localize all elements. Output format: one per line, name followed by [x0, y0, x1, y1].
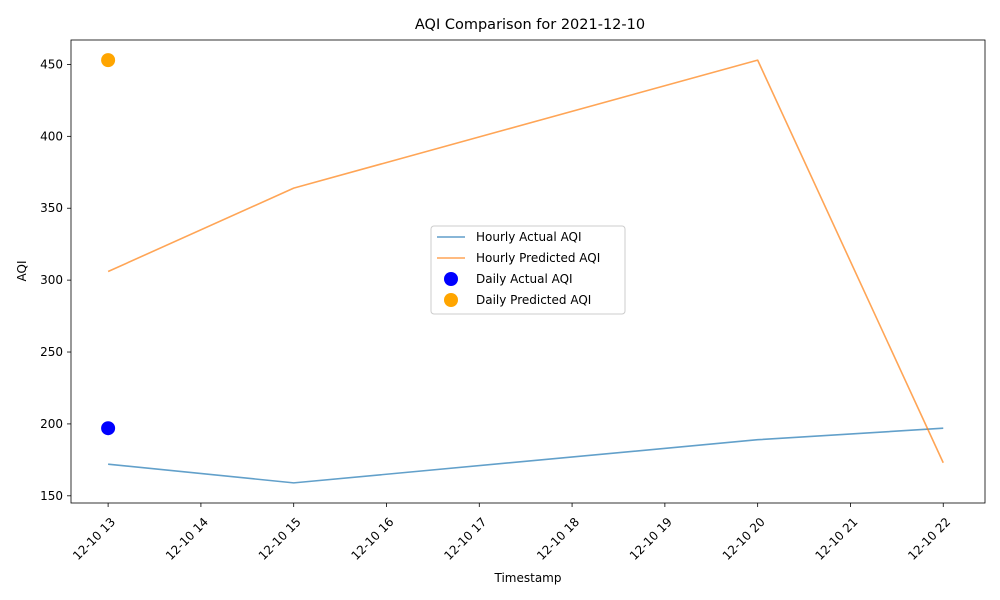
- point-daily-actual-aqi: [101, 421, 116, 436]
- y-tick-label: 350: [40, 201, 63, 215]
- chart-title: AQI Comparison for 2021-12-10: [415, 17, 645, 33]
- series-line-hourly-actual-aqi: [108, 427, 944, 484]
- y-tick-label: 250: [40, 345, 63, 359]
- point-daily-predicted-aqi: [101, 53, 116, 68]
- legend-label-hourly-predicted: Hourly Predicted AQI: [476, 251, 600, 265]
- legend: Hourly Actual AQI Hourly Predicted AQI D…: [430, 225, 626, 315]
- y-tick-label: 150: [40, 489, 63, 503]
- plot-frame: [70, 39, 986, 504]
- legend-box: [430, 225, 626, 315]
- y-tick-label: 450: [40, 57, 63, 71]
- legend-label-hourly-actual: Hourly Actual AQI: [476, 230, 582, 244]
- series-line-hourly-predicted-aqi: [107, 59, 944, 464]
- y-tick-label: 400: [40, 129, 63, 143]
- x-axis-title: Timestamp: [494, 571, 562, 585]
- y-axis: 150 200 250 300 350 400 450: [40, 57, 71, 503]
- legend-swatch-daily-predicted: [444, 293, 458, 307]
- legend-label-daily-predicted: Daily Predicted AQI: [476, 293, 591, 307]
- legend-swatch-daily-actual: [444, 272, 458, 286]
- y-tick-label: 200: [40, 417, 63, 431]
- y-tick-label: 300: [40, 273, 63, 287]
- legend-label-daily-actual: Daily Actual AQI: [476, 272, 573, 286]
- y-axis-title: AQI: [15, 261, 29, 282]
- series-layer: [101, 53, 944, 484]
